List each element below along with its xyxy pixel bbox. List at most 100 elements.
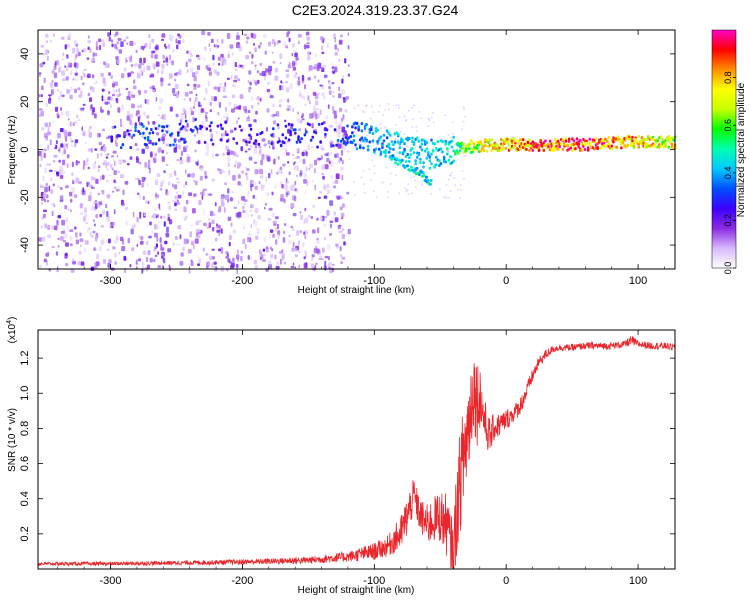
spectrogram-cell bbox=[77, 161, 80, 164]
spectrogram-cell bbox=[63, 129, 67, 135]
spectrogram-cell bbox=[314, 159, 317, 166]
spectrogram-cell bbox=[205, 87, 208, 94]
spectrogram-cell bbox=[60, 212, 62, 216]
spectrogram-cell bbox=[51, 79, 54, 84]
spectrogram-cell bbox=[255, 81, 258, 86]
spectrogram-cell bbox=[137, 116, 140, 122]
spectrogram-cell bbox=[114, 81, 118, 86]
spectrogram-cell bbox=[171, 60, 174, 66]
spectrogram-cell bbox=[117, 185, 121, 192]
spectrogram-cell bbox=[305, 130, 308, 134]
spectrogram-cell bbox=[425, 156, 428, 160]
spectrogram-cell bbox=[133, 85, 137, 90]
spectrogram-cell bbox=[268, 92, 272, 95]
spectrogram-x-tick-label: -300 bbox=[100, 275, 122, 287]
spectrogram-cell bbox=[340, 212, 345, 218]
spectrogram-cell bbox=[83, 68, 87, 71]
spectrogram-cell bbox=[104, 101, 109, 105]
spectrogram-cell bbox=[162, 125, 166, 129]
spectrogram-cell bbox=[176, 191, 179, 195]
spectrogram-cell bbox=[605, 140, 609, 143]
spectrogram-cell bbox=[518, 147, 522, 151]
spectrogram-cell bbox=[375, 196, 378, 199]
spectrogram-cell bbox=[67, 61, 71, 65]
spectrogram-cell bbox=[63, 233, 68, 239]
spectrogram-cell bbox=[329, 233, 332, 236]
spectrogram-cell bbox=[231, 94, 235, 99]
spectrogram-cell bbox=[264, 76, 266, 81]
spectrogram-cell bbox=[209, 101, 212, 106]
spectrogram-cell bbox=[161, 71, 163, 74]
spectrogram-cell bbox=[327, 80, 331, 83]
spectrogram-cell bbox=[100, 152, 103, 157]
spectrogram-cell bbox=[309, 113, 313, 119]
spectrogram-cell bbox=[55, 251, 58, 256]
spectrogram-cell bbox=[236, 35, 240, 40]
spectrogram-cell bbox=[230, 222, 233, 227]
spectrogram-cell bbox=[149, 167, 151, 174]
spectrogram-cell bbox=[197, 232, 201, 239]
spectrogram-cell bbox=[189, 91, 193, 95]
spectrogram-cell bbox=[332, 95, 335, 98]
spectrogram-cell bbox=[314, 75, 317, 79]
spectrogram-cell bbox=[406, 153, 409, 156]
spectrogram-cell bbox=[296, 165, 299, 172]
spectrogram-cell bbox=[379, 150, 383, 154]
spectrogram-cell bbox=[253, 141, 256, 145]
spectrogram-cell bbox=[312, 204, 315, 209]
spectrogram-cell bbox=[87, 128, 91, 133]
spectrogram-cell bbox=[150, 73, 155, 78]
spectrogram-cell bbox=[56, 58, 59, 64]
spectrogram-cell bbox=[40, 185, 44, 189]
spectrogram-cell bbox=[131, 94, 136, 98]
spectrogram-cell bbox=[416, 136, 419, 140]
spectrogram-cell bbox=[445, 183, 448, 186]
spectrogram-cell bbox=[177, 133, 180, 137]
spectrogram-cell bbox=[117, 170, 120, 173]
spectrogram-cell bbox=[237, 249, 239, 254]
spectrogram-cell bbox=[347, 64, 350, 67]
spectrogram-cell bbox=[225, 194, 229, 201]
spectrogram-cell bbox=[279, 62, 282, 64]
spectrogram-cell bbox=[285, 81, 289, 84]
spectrogram-cell bbox=[274, 216, 279, 220]
spectrogram-cell bbox=[149, 43, 151, 50]
spectrogram-cell bbox=[171, 88, 176, 94]
spectrogram-cell bbox=[340, 254, 342, 258]
spectrogram-cell bbox=[637, 145, 640, 149]
spectrogram-cell bbox=[210, 133, 214, 139]
spectrogram-cell bbox=[148, 34, 151, 39]
spectrogram-cell bbox=[79, 90, 83, 97]
spectrogram-cell bbox=[413, 104, 416, 107]
spectrogram-cell bbox=[75, 235, 78, 238]
spectrogram-cell bbox=[320, 144, 323, 150]
spectrogram-cell bbox=[110, 138, 113, 142]
spectrogram-cell bbox=[218, 63, 221, 66]
spectrogram-cell bbox=[143, 57, 146, 64]
spectrogram-cell bbox=[158, 106, 162, 110]
spectrogram-cell bbox=[73, 194, 78, 198]
spectrogram-cell bbox=[485, 149, 489, 153]
colorbar-tick-label: 0.4 bbox=[723, 167, 733, 180]
spectrogram-cell bbox=[416, 155, 419, 159]
spectrogram-cell bbox=[94, 161, 97, 164]
spectrogram-cell bbox=[132, 133, 136, 137]
spectrogram-cell bbox=[433, 142, 436, 146]
spectrogram-cell bbox=[206, 226, 209, 230]
spectrogram-cell bbox=[44, 223, 47, 229]
spectrogram-cell bbox=[227, 156, 231, 162]
spectrogram-cell bbox=[121, 202, 125, 207]
spectrogram-cell bbox=[162, 54, 165, 60]
spectrogram-cell bbox=[362, 139, 365, 142]
spectrogram-cell bbox=[82, 187, 85, 193]
spectrogram-cell bbox=[140, 236, 144, 240]
spectrogram-cell bbox=[221, 169, 225, 174]
spectrogram-cell bbox=[50, 177, 52, 182]
spectrogram-cell bbox=[259, 97, 262, 102]
spectrogram-cell bbox=[135, 259, 138, 265]
spectrogram-cell bbox=[196, 54, 200, 58]
spectrogram-cell bbox=[283, 261, 287, 265]
spectrogram-cell bbox=[212, 226, 215, 232]
spectrogram-cell bbox=[514, 139, 517, 143]
spectrogram-cell bbox=[451, 121, 454, 124]
